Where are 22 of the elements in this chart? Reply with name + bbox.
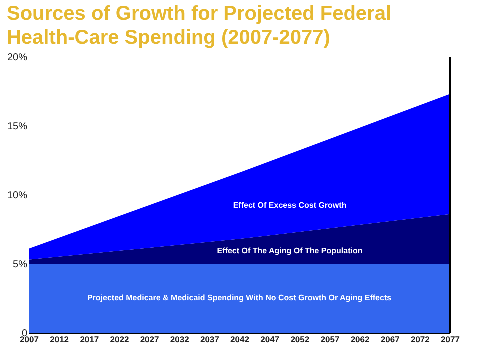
y-tick-label: 20% [7,52,28,64]
series-label: Projected Medicare & Medicaid Spending With No Cost Growth Or Aging Effects [87,294,392,302]
x-tick-label: 2022 [110,334,130,344]
series-label: Effect Of The Aging Of The Population [217,246,363,256]
y-tick-label: 5% [13,260,28,270]
x-tick-label: 2032 [170,334,190,344]
x-tick-label: 2042 [230,334,250,344]
x-tick-label: 2077 [441,334,460,344]
series-label: Effect Of Excess Cost Growth [233,201,347,210]
x-tick-label: 2027 [140,334,160,344]
x-tick-label: 2062 [350,334,370,344]
x-tick-label: 2072 [410,334,430,344]
x-tick-label: 2052 [290,334,310,344]
x-tick-label: 2037 [200,334,220,344]
y-tick-label: 10% [7,190,28,202]
x-tick-label: 2047 [260,334,280,344]
y-tick-label: 15% [7,122,28,132]
x-tick-label: 2017 [80,334,100,344]
chart-title: Sources of Growth for Projected Federal Health-Care Spending (2007-2077) [6,3,392,49]
x-tick-label: 2057 [320,334,340,344]
x-tick-label: 2067 [380,334,400,344]
x-tick-label: 2012 [50,334,70,344]
